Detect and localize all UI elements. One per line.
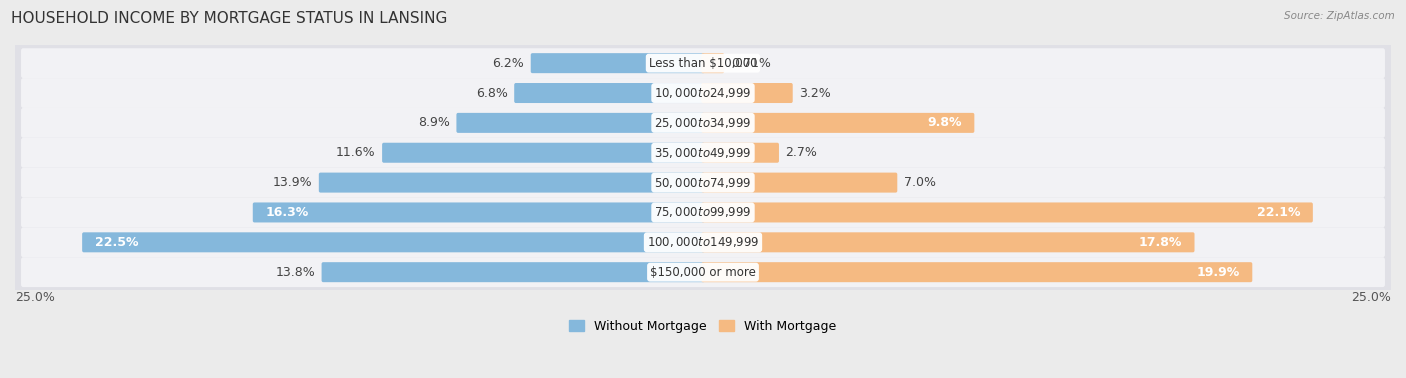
FancyBboxPatch shape xyxy=(82,232,704,253)
Text: 13.8%: 13.8% xyxy=(276,266,315,279)
FancyBboxPatch shape xyxy=(515,83,704,103)
Text: 6.2%: 6.2% xyxy=(492,57,524,70)
FancyBboxPatch shape xyxy=(14,44,1392,82)
FancyBboxPatch shape xyxy=(702,262,1253,282)
FancyBboxPatch shape xyxy=(14,223,1392,261)
FancyBboxPatch shape xyxy=(21,48,1385,78)
FancyBboxPatch shape xyxy=(14,74,1392,112)
FancyBboxPatch shape xyxy=(21,228,1385,257)
Text: $100,000 to $149,999: $100,000 to $149,999 xyxy=(647,235,759,249)
FancyBboxPatch shape xyxy=(702,113,974,133)
FancyBboxPatch shape xyxy=(702,53,724,73)
Text: $25,000 to $34,999: $25,000 to $34,999 xyxy=(654,116,752,130)
FancyBboxPatch shape xyxy=(382,143,704,163)
Text: 25.0%: 25.0% xyxy=(1351,291,1391,304)
Text: 0.71%: 0.71% xyxy=(731,57,770,70)
FancyBboxPatch shape xyxy=(21,168,1385,198)
FancyBboxPatch shape xyxy=(14,104,1392,142)
Text: 25.0%: 25.0% xyxy=(15,291,55,304)
Text: $35,000 to $49,999: $35,000 to $49,999 xyxy=(654,146,752,160)
Text: $50,000 to $74,999: $50,000 to $74,999 xyxy=(654,176,752,190)
FancyBboxPatch shape xyxy=(21,138,1385,168)
Text: 3.2%: 3.2% xyxy=(800,87,831,99)
Text: $150,000 or more: $150,000 or more xyxy=(650,266,756,279)
FancyBboxPatch shape xyxy=(457,113,704,133)
Text: 16.3%: 16.3% xyxy=(266,206,309,219)
Text: $10,000 to $24,999: $10,000 to $24,999 xyxy=(654,86,752,100)
Text: 22.1%: 22.1% xyxy=(1257,206,1301,219)
FancyBboxPatch shape xyxy=(21,257,1385,287)
FancyBboxPatch shape xyxy=(14,164,1392,201)
FancyBboxPatch shape xyxy=(702,203,1313,223)
Text: 2.7%: 2.7% xyxy=(786,146,817,159)
FancyBboxPatch shape xyxy=(322,262,704,282)
Text: 11.6%: 11.6% xyxy=(336,146,375,159)
Text: 6.8%: 6.8% xyxy=(475,87,508,99)
FancyBboxPatch shape xyxy=(21,198,1385,228)
Text: 8.9%: 8.9% xyxy=(418,116,450,129)
FancyBboxPatch shape xyxy=(21,108,1385,138)
Text: 13.9%: 13.9% xyxy=(273,176,312,189)
Text: 17.8%: 17.8% xyxy=(1139,236,1182,249)
Text: 22.5%: 22.5% xyxy=(94,236,138,249)
Legend: Without Mortgage, With Mortgage: Without Mortgage, With Mortgage xyxy=(564,315,842,338)
Text: 9.8%: 9.8% xyxy=(927,116,962,129)
Text: 19.9%: 19.9% xyxy=(1197,266,1240,279)
Text: Less than $10,000: Less than $10,000 xyxy=(648,57,758,70)
FancyBboxPatch shape xyxy=(253,203,704,223)
FancyBboxPatch shape xyxy=(319,173,704,193)
Text: $75,000 to $99,999: $75,000 to $99,999 xyxy=(654,206,752,220)
Text: Source: ZipAtlas.com: Source: ZipAtlas.com xyxy=(1284,11,1395,21)
Text: 7.0%: 7.0% xyxy=(904,176,936,189)
FancyBboxPatch shape xyxy=(14,253,1392,291)
FancyBboxPatch shape xyxy=(14,194,1392,231)
FancyBboxPatch shape xyxy=(21,78,1385,108)
FancyBboxPatch shape xyxy=(702,173,897,193)
Text: HOUSEHOLD INCOME BY MORTGAGE STATUS IN LANSING: HOUSEHOLD INCOME BY MORTGAGE STATUS IN L… xyxy=(11,11,447,26)
FancyBboxPatch shape xyxy=(530,53,704,73)
FancyBboxPatch shape xyxy=(702,232,1195,253)
FancyBboxPatch shape xyxy=(702,143,779,163)
FancyBboxPatch shape xyxy=(702,83,793,103)
FancyBboxPatch shape xyxy=(14,134,1392,172)
